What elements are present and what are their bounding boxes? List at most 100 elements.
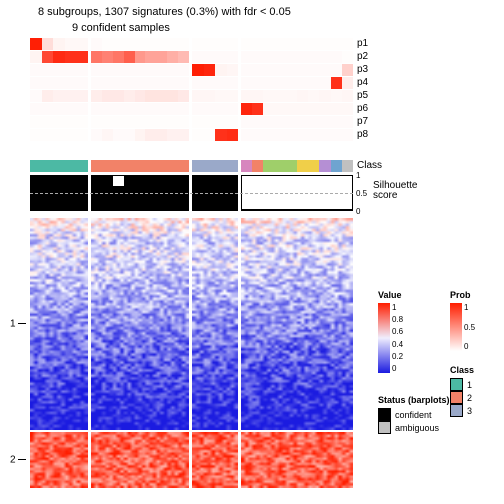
prob-cell	[167, 77, 178, 89]
prob-cell	[204, 90, 216, 102]
prob-cell	[135, 103, 146, 115]
prob-row	[30, 64, 88, 76]
prob-row	[192, 64, 238, 76]
prob-cell	[319, 51, 330, 63]
legend-prob: Prob 10.50	[450, 290, 471, 351]
prob-cell	[319, 129, 330, 141]
prob-row-label: p5	[357, 90, 368, 101]
prob-cell	[65, 103, 77, 115]
prob-cell	[113, 64, 124, 76]
prob-cell	[308, 103, 319, 115]
prob-cell	[275, 116, 286, 128]
prob-cell	[275, 77, 286, 89]
prob-cell	[167, 51, 178, 63]
prob-cell	[113, 77, 124, 89]
legend-value-title: Value	[378, 290, 402, 300]
legend-tick: 1	[392, 303, 403, 312]
prob-row	[192, 51, 238, 63]
legend-item-label: 2	[467, 393, 472, 403]
prob-cell	[145, 51, 156, 63]
prob-cell	[308, 38, 319, 50]
prob-cell	[241, 38, 252, 50]
prob-cell	[204, 103, 216, 115]
class-cell	[42, 160, 54, 172]
prob-cell	[53, 90, 65, 102]
prob-row	[30, 51, 88, 63]
prob-cell	[342, 77, 353, 89]
prob-row	[192, 90, 238, 102]
prob-cell	[178, 77, 189, 89]
prob-cell	[204, 129, 216, 141]
prob-cell	[156, 38, 167, 50]
prob-cell	[319, 77, 330, 89]
title-line-1: 8 subgroups, 1307 signatures (0.3%) with…	[38, 6, 291, 18]
prob-cell	[241, 64, 252, 76]
prob-cell	[227, 51, 239, 63]
prob-cell	[124, 129, 135, 141]
prob-row	[91, 64, 189, 76]
class-cell	[252, 160, 263, 172]
prob-cell	[241, 51, 252, 63]
legend-class-item: 1	[450, 378, 474, 391]
prob-cell	[145, 38, 156, 50]
prob-cell	[286, 38, 297, 50]
silhouette-bar	[286, 209, 297, 210]
prob-cell	[275, 38, 286, 50]
prob-cell	[331, 116, 342, 128]
prob-cell	[297, 103, 308, 115]
prob-cell	[65, 116, 77, 128]
legend-prob-wrap: 10.50	[450, 303, 471, 351]
prob-row-label: p4	[357, 77, 368, 88]
prob-cell	[192, 90, 204, 102]
prob-cell	[331, 77, 342, 89]
prob-cell	[342, 38, 353, 50]
prob-cell	[124, 64, 135, 76]
prob-cell	[76, 103, 88, 115]
prob-cell	[30, 38, 42, 50]
prob-cell	[65, 38, 77, 50]
silhouette-midline	[30, 193, 353, 194]
class-cell	[204, 160, 216, 172]
prob-cell	[156, 129, 167, 141]
prob-cell	[135, 90, 146, 102]
prob-cell	[319, 38, 330, 50]
prob-cell	[204, 77, 216, 89]
prob-cell	[227, 103, 239, 115]
prob-cell	[192, 103, 204, 115]
prob-cell	[308, 77, 319, 89]
prob-cell	[263, 90, 274, 102]
prob-row-label: p6	[357, 103, 368, 114]
prob-cell	[331, 51, 342, 63]
class-cell	[135, 160, 146, 172]
prob-cell	[297, 116, 308, 128]
class-cell	[275, 160, 286, 172]
heatmap-panel	[192, 432, 238, 488]
prob-cell	[145, 129, 156, 141]
prob-cell	[275, 64, 286, 76]
prob-cell	[308, 90, 319, 102]
prob-cell	[192, 129, 204, 141]
prob-cell	[135, 38, 146, 50]
prob-row	[91, 38, 189, 50]
prob-cell	[215, 90, 227, 102]
prob-row	[192, 129, 238, 141]
prob-cell	[227, 129, 239, 141]
prob-cell	[308, 64, 319, 76]
prob-cell	[297, 77, 308, 89]
prob-row	[30, 116, 88, 128]
legend-prob-title: Prob	[450, 290, 471, 300]
prob-cell	[42, 64, 54, 76]
prob-cell	[53, 103, 65, 115]
prob-cell	[241, 103, 252, 115]
prob-cell	[263, 38, 274, 50]
legend-item-label: confident	[395, 410, 432, 420]
silhouette-bar	[341, 209, 352, 210]
prob-row	[192, 103, 238, 115]
prob-cell	[76, 116, 88, 128]
heatmap-panel	[241, 218, 353, 430]
prob-cell	[65, 77, 77, 89]
prob-cell	[91, 38, 102, 50]
prob-cell	[331, 90, 342, 102]
prob-cell	[124, 38, 135, 50]
prob-cell	[53, 116, 65, 128]
